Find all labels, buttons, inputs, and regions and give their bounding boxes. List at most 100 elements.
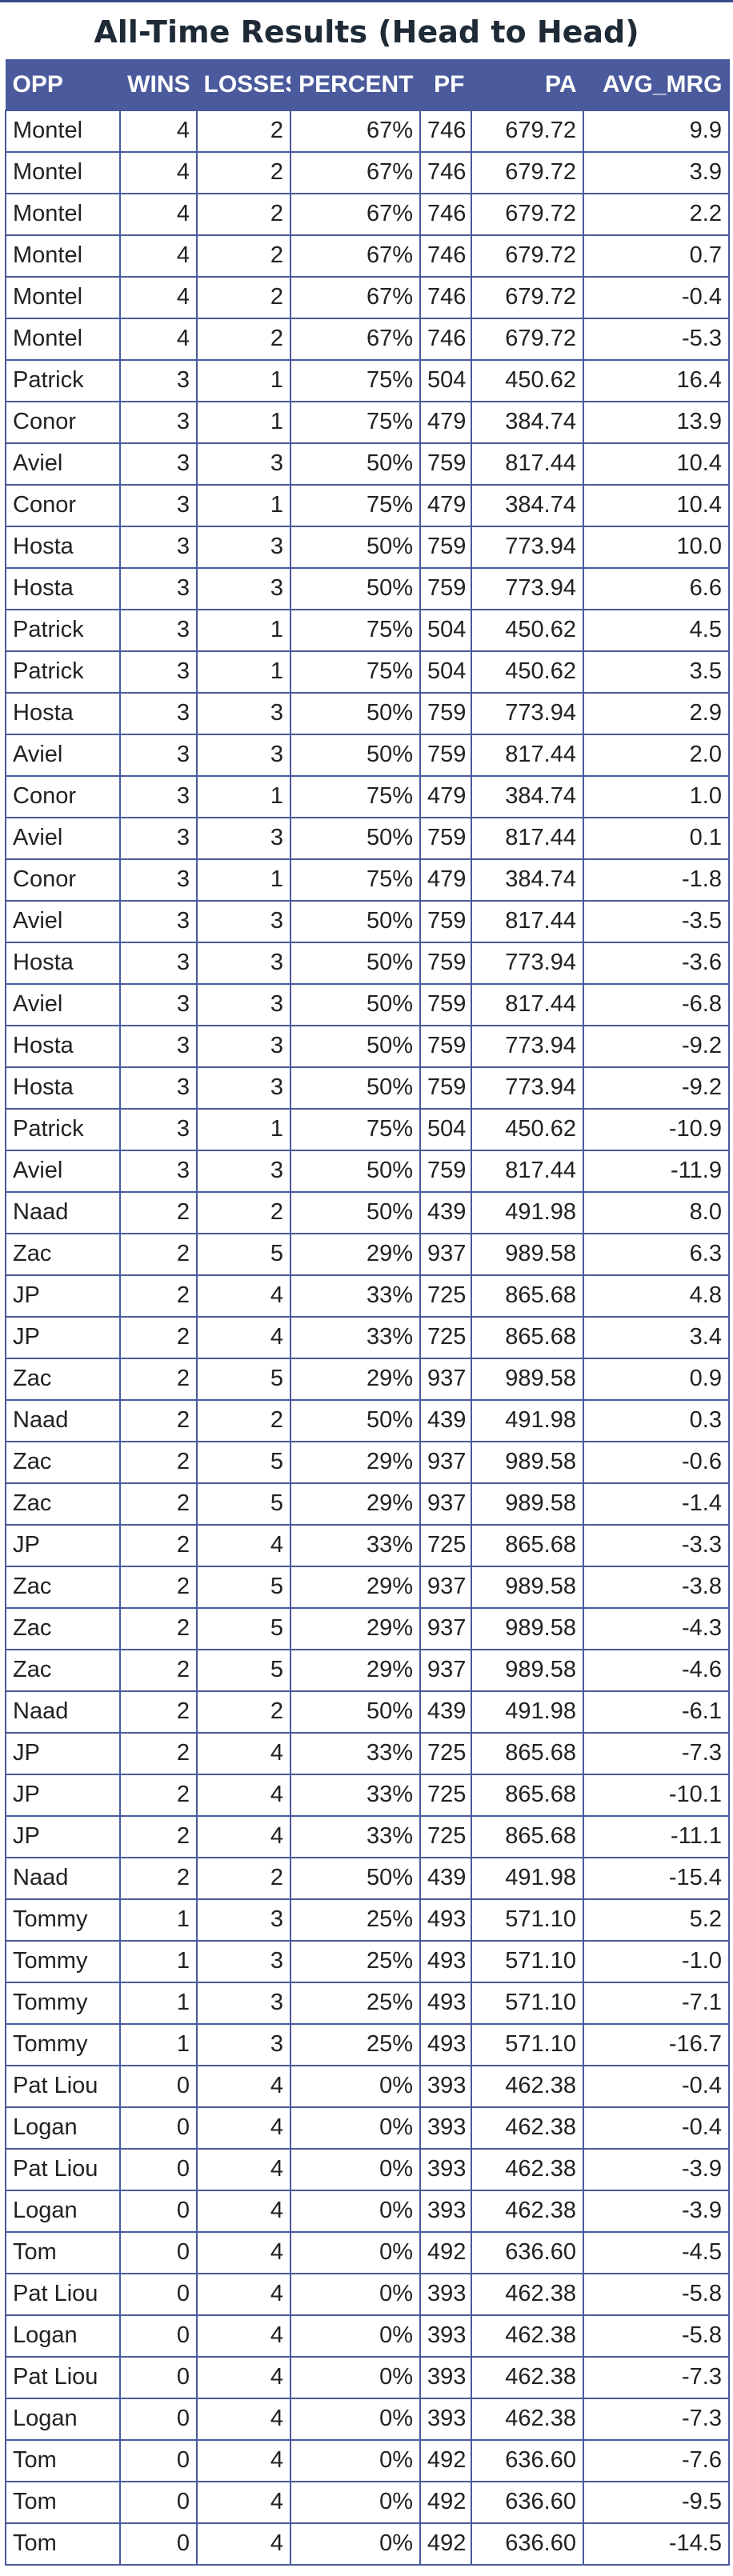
cell-opp: Hosta (5, 691, 121, 735)
cell-avg-mrg: 0.3 (583, 1398, 730, 1442)
column-header-pf: PF (419, 59, 472, 110)
cell-pa: 989.58 (471, 1606, 584, 1650)
cell-pa: 571.10 (471, 1981, 584, 2025)
cell-opp: Montel (5, 192, 121, 236)
cell-percent: 29% (290, 1606, 421, 1650)
table-row: Tommy 1 3 25% 493 571.10 -1.0 (5, 1939, 730, 1983)
table-row: Conor 3 1 75% 479 384.74 -1.8 (5, 858, 730, 902)
cell-opp: Tom (5, 2230, 121, 2274)
cell-percent: 50% (290, 1856, 421, 1900)
cell-avg-mrg: -3.9 (583, 2189, 730, 2233)
cell-wins: 3 (119, 733, 198, 777)
cell-percent: 50% (290, 982, 421, 1026)
cell-wins: 0 (119, 2355, 198, 2399)
cell-avg-mrg: -4.5 (583, 2230, 730, 2274)
cell-losses: 3 (196, 2022, 291, 2066)
cell-pa: 865.68 (471, 1814, 584, 1858)
cell-avg-mrg: -16.7 (583, 2022, 730, 2066)
cell-losses: 3 (196, 941, 291, 985)
table-row: Hosta 3 3 50% 759 773.94 10.0 (5, 525, 730, 569)
cell-opp: Montel (5, 275, 121, 319)
cell-losses: 3 (196, 1149, 291, 1193)
cell-pa: 989.58 (471, 1440, 584, 1484)
cell-losses: 2 (196, 109, 291, 153)
cell-opp: JP (5, 1523, 121, 1567)
table-row: Patrick 3 1 75% 504 450.62 4.5 (5, 608, 730, 652)
cell-losses: 4 (196, 2522, 291, 2566)
cell-pa: 817.44 (471, 442, 584, 486)
cell-opp: Aviel (5, 899, 121, 943)
cell-opp: Pat Liou (5, 2272, 121, 2316)
cell-opp: Zac (5, 1440, 121, 1484)
cell-avg-mrg: -1.0 (583, 1939, 730, 1983)
cell-percent: 33% (290, 1315, 421, 1359)
cell-opp: Hosta (5, 525, 121, 569)
cell-percent: 0% (290, 2106, 421, 2150)
cell-losses: 4 (196, 2397, 291, 2441)
cell-opp: Pat Liou (5, 2064, 121, 2108)
table-row: Aviel 3 3 50% 759 817.44 10.4 (5, 442, 730, 486)
table-row: Patrick 3 1 75% 504 450.62 16.4 (5, 358, 730, 402)
cell-avg-mrg: -3.6 (583, 941, 730, 985)
table-row: Zac 2 5 29% 937 989.58 -0.6 (5, 1440, 730, 1484)
cell-pa: 679.72 (471, 109, 584, 153)
cell-opp: Tommy (5, 1898, 121, 1942)
cell-losses: 2 (196, 150, 291, 194)
cell-opp: Patrick (5, 650, 121, 694)
cell-losses: 4 (196, 1731, 291, 1775)
cell-percent: 50% (290, 733, 421, 777)
cell-percent: 75% (290, 358, 421, 402)
cell-percent: 25% (290, 2022, 421, 2066)
cell-percent: 0% (290, 2147, 421, 2191)
cell-pf: 479 (419, 483, 472, 527)
table-row: JP 2 4 33% 725 865.68 -10.1 (5, 1773, 730, 1817)
cell-pa: 773.94 (471, 566, 584, 610)
table-row: JP 2 4 33% 725 865.68 -11.1 (5, 1814, 730, 1858)
cell-wins: 0 (119, 2397, 198, 2441)
cell-percent: 33% (290, 1523, 421, 1567)
cell-wins: 3 (119, 608, 198, 652)
cell-pf: 492 (419, 2480, 472, 2524)
cell-percent: 29% (290, 1482, 421, 1526)
cell-pf: 439 (419, 1398, 472, 1442)
cell-opp: JP (5, 1315, 121, 1359)
cell-percent: 67% (290, 192, 421, 236)
table-row: Zac 2 5 29% 937 989.58 6.3 (5, 1232, 730, 1276)
table-row: Aviel 3 3 50% 759 817.44 2.0 (5, 733, 730, 777)
cell-avg-mrg: -10.9 (583, 1107, 730, 1151)
table-row: Naad 2 2 50% 439 491.98 0.3 (5, 1398, 730, 1442)
table-row: Pat Liou 0 4 0% 393 462.38 -7.3 (5, 2355, 730, 2399)
cell-avg-mrg: -3.3 (583, 1523, 730, 1567)
cell-avg-mrg: 3.5 (583, 650, 730, 694)
cell-pf: 393 (419, 2106, 472, 2150)
cell-pa: 462.38 (471, 2189, 584, 2233)
cell-losses: 4 (196, 2189, 291, 2233)
cell-pa: 384.74 (471, 858, 584, 902)
cell-avg-mrg: 1.0 (583, 774, 730, 818)
cell-avg-mrg: -7.6 (583, 2438, 730, 2482)
cell-avg-mrg: -0.4 (583, 2106, 730, 2150)
cell-pf: 504 (419, 608, 472, 652)
cell-pf: 937 (419, 1357, 472, 1401)
cell-opp: Conor (5, 774, 121, 818)
cell-pa: 636.60 (471, 2480, 584, 2524)
cell-losses: 4 (196, 2438, 291, 2482)
cell-wins: 0 (119, 2106, 198, 2150)
cell-opp: Zac (5, 1232, 121, 1276)
cell-losses: 3 (196, 442, 291, 486)
cell-pf: 759 (419, 1066, 472, 1110)
cell-pa: 817.44 (471, 816, 584, 860)
cell-wins: 3 (119, 566, 198, 610)
cell-pa: 817.44 (471, 1149, 584, 1193)
cell-wins: 2 (119, 1482, 198, 1526)
cell-pa: 773.94 (471, 1024, 584, 1068)
cell-opp: Naad (5, 1856, 121, 1900)
cell-pf: 393 (419, 2272, 472, 2316)
table-row: Naad 2 2 50% 439 491.98 8.0 (5, 1190, 730, 1234)
cell-losses: 3 (196, 1981, 291, 2025)
cell-losses: 3 (196, 899, 291, 943)
cell-losses: 2 (196, 1856, 291, 1900)
cell-pf: 393 (419, 2064, 472, 2108)
cell-wins: 3 (119, 899, 198, 943)
